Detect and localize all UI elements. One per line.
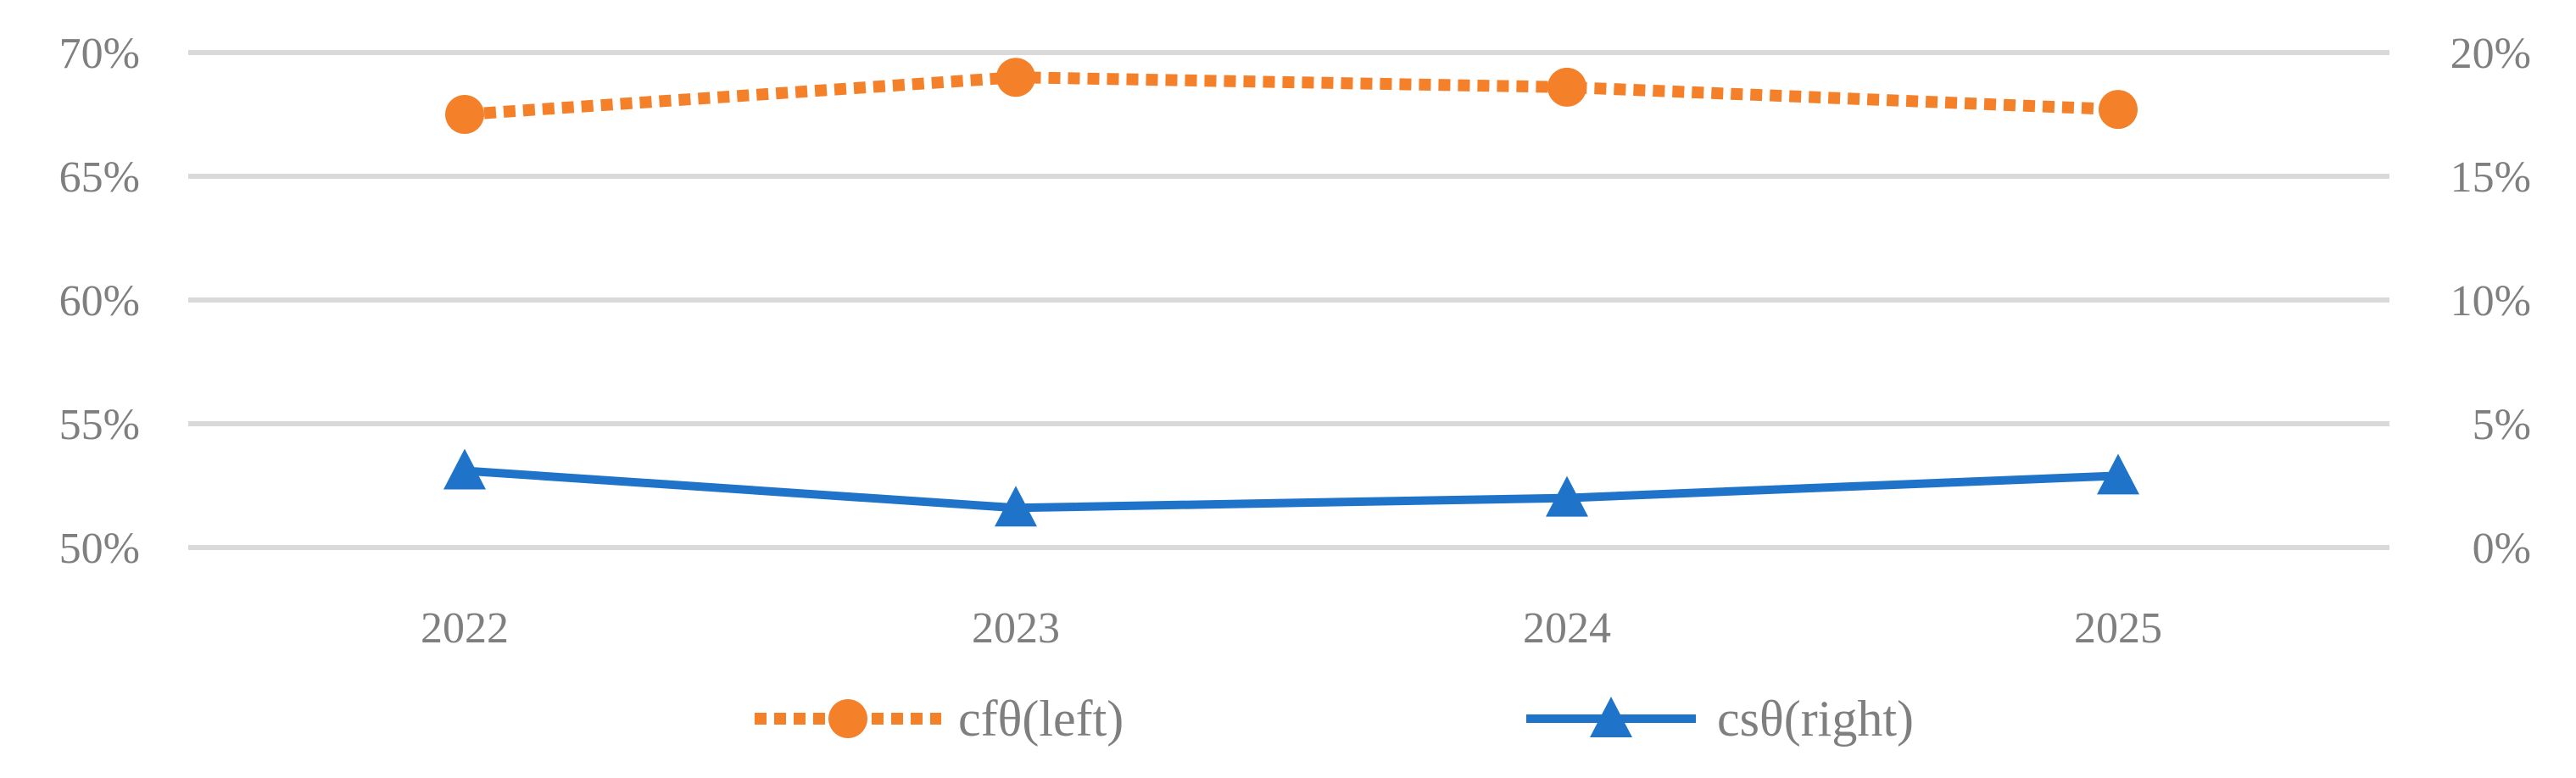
gridlines (188, 50, 2389, 550)
data-point-circle (1547, 67, 1586, 107)
x-tick-label: 2025 (2074, 604, 2162, 653)
legend-item: cfθ(left) (755, 691, 1124, 747)
x-tick-label: 2022 (421, 604, 509, 653)
data-point-circle (2099, 90, 2138, 130)
legend-label: cfθ(left) (958, 691, 1124, 747)
x-tick-label: 2023 (972, 604, 1060, 653)
legend: cfθ(left) csθ(right) (755, 691, 1914, 747)
right-tick-label: 10% (2451, 277, 2531, 325)
x-axis: 2022 2023 2024 2025 (421, 604, 2162, 653)
series-line (464, 71, 2119, 120)
series-left (445, 58, 2138, 134)
legend-marker-circle (828, 699, 867, 738)
data-point-triangle (2097, 453, 2139, 495)
series-line (464, 466, 2119, 513)
left-tick-label: 55% (59, 401, 140, 449)
left-y-axis: 50% 55% 60% 65% 70% (59, 30, 140, 573)
left-tick-label: 70% (59, 30, 140, 78)
legend-item: csθ(right) (1526, 691, 1914, 747)
right-tick-label: 15% (2451, 153, 2531, 202)
left-tick-label: 60% (59, 277, 140, 325)
right-y-axis: 0% 5% 10% 15% 20% (2451, 30, 2531, 573)
right-tick-label: 5% (2473, 401, 2531, 449)
x-tick-label: 2024 (1523, 604, 1611, 653)
data-point-triangle (1546, 475, 1588, 517)
series-right (443, 448, 2139, 527)
legend-label: csθ(right) (1717, 691, 1914, 747)
data-point-triangle (443, 448, 486, 490)
data-point-triangle (995, 486, 1037, 527)
data-point-circle (445, 95, 484, 134)
right-tick-label: 20% (2451, 30, 2531, 78)
data-point-circle (996, 58, 1035, 97)
legend-marker-triangle (1590, 697, 1632, 737)
left-tick-label: 65% (59, 153, 140, 202)
left-tick-label: 50% (59, 525, 140, 573)
right-tick-label: 0% (2473, 525, 2531, 573)
series (443, 58, 2139, 527)
